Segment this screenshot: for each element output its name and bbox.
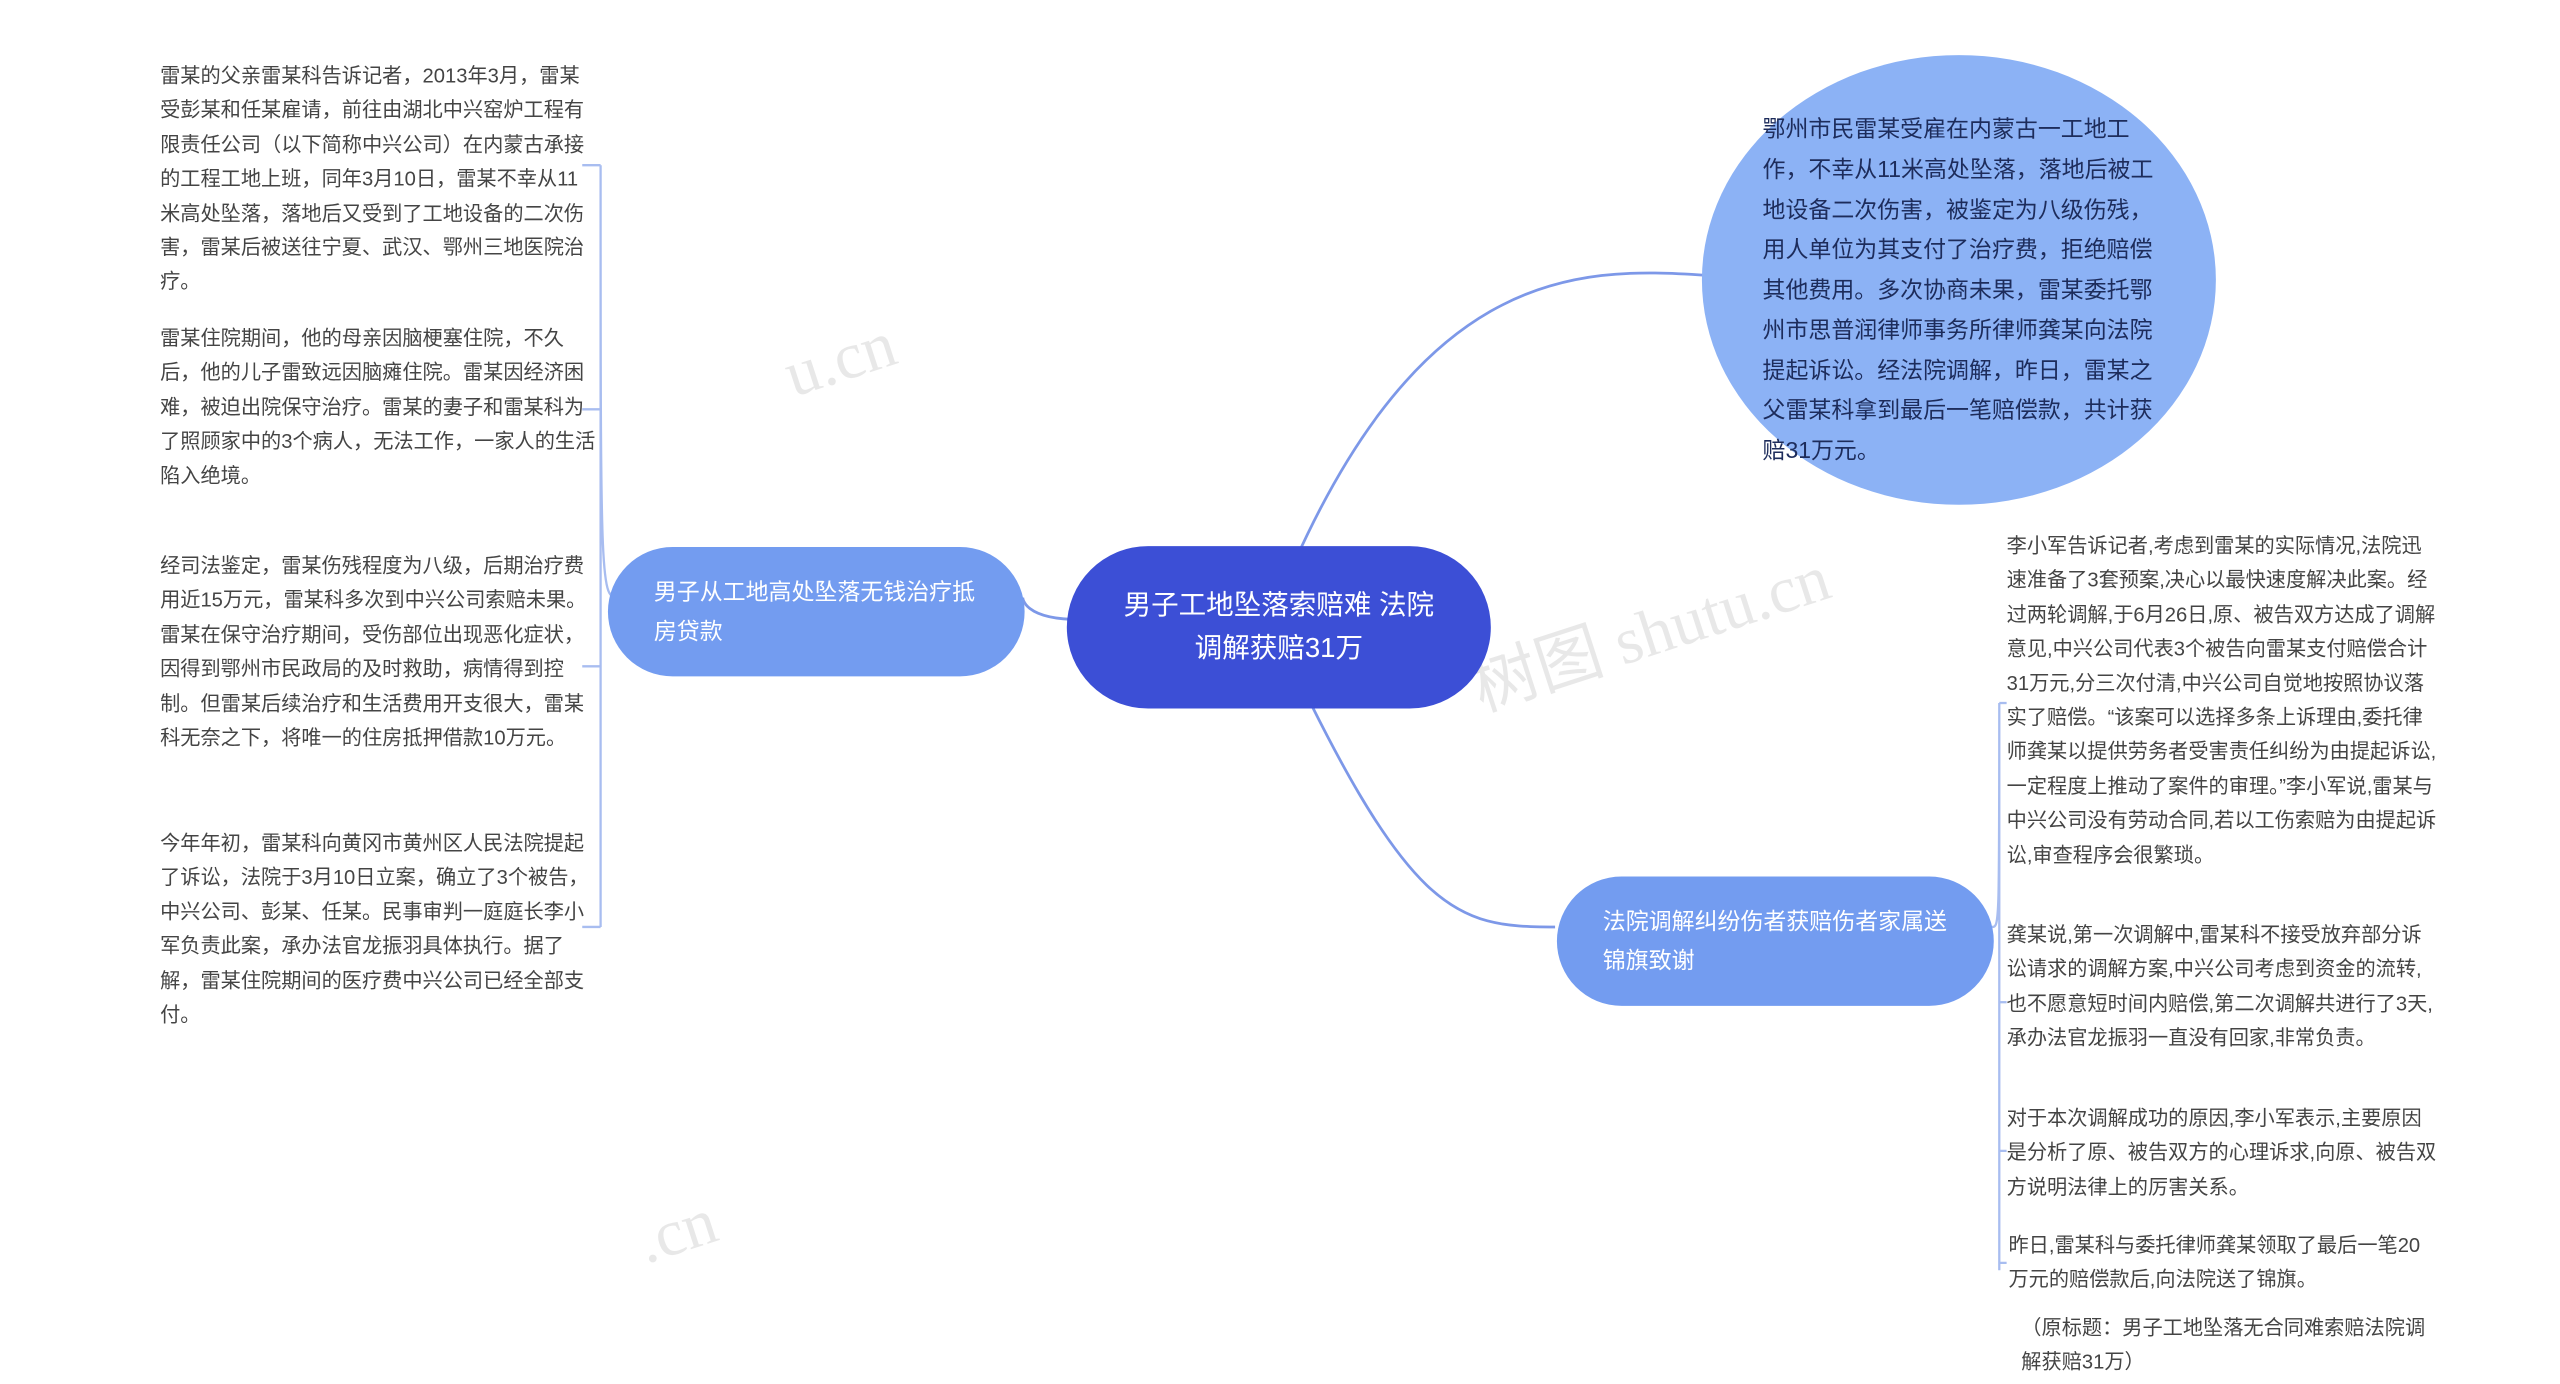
right-leaf-2: 对于本次调解成功的原因,李小军表示,主要原因是分析了原、被告双方的心理诉求,向原… — [2007, 1101, 2438, 1204]
center-node[interactable]: 男子工地坠落索赔难 法院调解获赔31万 — [1067, 546, 1491, 708]
center-text: 男子工地坠落索赔难 法院调解获赔31万 — [1124, 590, 1435, 663]
right-leaf-0: 李小军告诉记者,考虑到雷某的实际情况,法院迅速准备了3套预案,决心以最快速度解决… — [2007, 529, 2438, 872]
branch-left[interactable]: 男子从工地高处坠落无钱治疗抵房贷款 — [608, 547, 1025, 676]
left-leaf-1: 雷某住院期间，他的母亲因脑梗塞住院，不久后，他的儿子雷致远因脑瘫住院。雷某因经济… — [160, 321, 597, 493]
summary-oval[interactable]: 鄂州市民雷某受雇在内蒙古一工地工作，不幸从11米高处坠落，落地后被工地设备二次伤… — [1702, 55, 2216, 505]
left-leaf-2: 经司法鉴定，雷某伤残程度为八级，后期治疗费用近15万元，雷某科多次到中兴公司索赔… — [160, 549, 597, 755]
right-leaf-4: （原标题：男子工地坠落无合同难索赔法院调解获赔31万） — [2022, 1311, 2437, 1380]
watermark: .cn — [628, 1183, 727, 1280]
left-leaf-3: 今年年初，雷某科向黄冈市黄州区人民法院提起了诉讼，法院于3月10日立案，确立了3… — [160, 826, 597, 1032]
right-leaf-3: 昨日,雷某科与委托律师龚某领取了最后一笔20万元的赔偿款后,向法院送了锦旗。 — [2009, 1228, 2439, 1297]
branch-right-text: 法院调解纠纷伤者获赔伤者家属送锦旗致谢 — [1603, 909, 1947, 974]
left-leaf-0: 雷某的父亲雷某科告诉记者，2013年3月，雷某受彭某和任某雇请，前往由湖北中兴窑… — [160, 59, 597, 299]
branch-right[interactable]: 法院调解纠纷伤者获赔伤者家属送锦旗致谢 — [1557, 876, 1994, 1005]
mindmap-canvas: u.cn 树图 shutu.cn .cn 男子工地坠落索赔难 法院调解获赔31万… — [105, 0, 2454, 1270]
watermark: u.cn — [775, 306, 905, 413]
summary-text: 鄂州市民雷某受雇在内蒙古一工地工作，不幸从11米高处坠落，落地后被工地设备二次伤… — [1763, 117, 2154, 464]
watermark: 树图 shutu.cn — [1458, 523, 1840, 729]
right-leaf-1: 龚某说,第一次调解中,雷某科不接受放弃部分诉讼请求的调解方案,中兴公司考虑到资金… — [2007, 918, 2438, 1055]
branch-left-text: 男子从工地高处坠落无钱治疗抵房贷款 — [654, 579, 975, 644]
